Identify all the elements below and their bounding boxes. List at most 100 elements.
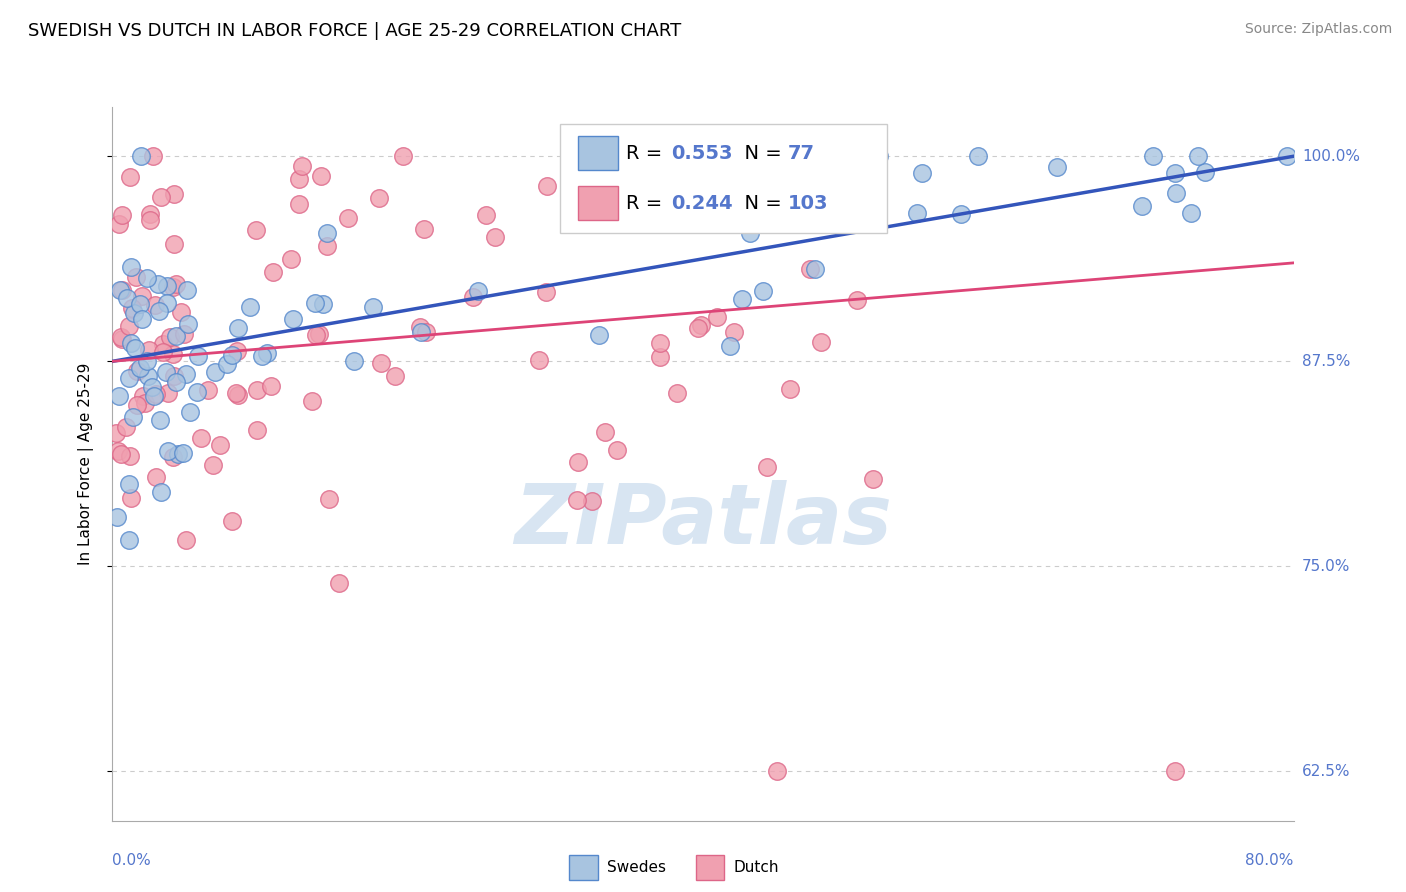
Point (125, 398, 148, 412)
Point (134, 396, 156, 410)
Text: 0.0%: 0.0% (112, 854, 152, 868)
Point (110, 446, 132, 460)
Point (131, 312, 153, 326)
Text: 0.553: 0.553 (671, 144, 733, 163)
Point (163, 368, 186, 383)
Point (648, 335, 671, 350)
Point (536, 178, 558, 193)
Point (415, 325, 437, 339)
Point (911, 166, 934, 180)
Point (838, 196, 860, 211)
Point (226, 343, 249, 358)
Point (120, 336, 142, 351)
Point (121, 301, 143, 315)
Point (159, 330, 181, 344)
Point (328, 575, 350, 590)
Point (142, 149, 165, 163)
Point (308, 326, 330, 341)
Text: ZIPatlas: ZIPatlas (515, 481, 891, 561)
Point (165, 375, 187, 389)
Point (111, 208, 134, 222)
Point (186, 385, 208, 400)
Point (131, 149, 153, 163)
Point (155, 365, 177, 379)
Point (162, 279, 184, 293)
Point (779, 383, 801, 397)
Point (1275, 149, 1298, 163)
Point (966, 149, 988, 163)
Point (141, 380, 163, 394)
Point (156, 296, 179, 310)
Point (862, 472, 884, 486)
Point (149, 484, 172, 499)
Point (179, 405, 201, 419)
Point (752, 285, 775, 299)
Point (565, 492, 588, 507)
Point (262, 265, 284, 279)
Y-axis label: In Labor Force | Age 25-29: In Labor Force | Age 25-29 (79, 363, 94, 565)
Point (666, 385, 689, 400)
Point (650, 350, 672, 364)
Point (316, 239, 339, 253)
Text: 103: 103 (787, 194, 828, 213)
Point (723, 325, 745, 339)
Text: Source: ZipAtlas.com: Source: ZipAtlas.com (1244, 22, 1392, 37)
Point (208, 438, 231, 452)
Point (107, 443, 129, 458)
Point (105, 510, 128, 524)
Point (1194, 165, 1216, 179)
Point (256, 346, 278, 360)
Point (136, 271, 159, 285)
Point (136, 368, 159, 383)
Point (245, 222, 267, 236)
Point (150, 190, 173, 204)
Point (766, 764, 789, 779)
Point (392, 149, 415, 163)
Point (731, 292, 754, 306)
Point (129, 360, 152, 375)
Point (799, 261, 821, 276)
Point (143, 388, 166, 402)
Point (368, 191, 391, 205)
Point (260, 379, 283, 393)
Point (769, 149, 792, 163)
Point (170, 305, 193, 319)
Point (869, 149, 891, 163)
Point (484, 230, 506, 244)
Text: 80.0%: 80.0% (1246, 854, 1294, 868)
Point (1142, 149, 1164, 163)
Point (384, 368, 406, 383)
Point (567, 455, 589, 469)
Point (950, 207, 973, 221)
Text: SWEDISH VS DUTCH IN LABOR FORCE | AGE 25-29 CORRELATION CHART: SWEDISH VS DUTCH IN LABOR FORCE | AGE 25… (28, 22, 682, 40)
Point (152, 345, 174, 359)
Point (1164, 166, 1187, 180)
Text: 62.5%: 62.5% (1302, 764, 1350, 779)
Text: 75.0%: 75.0% (1302, 559, 1350, 574)
Point (738, 227, 761, 241)
Point (690, 318, 713, 332)
Point (305, 328, 328, 343)
Point (187, 349, 209, 363)
Text: 87.5%: 87.5% (1302, 354, 1350, 368)
Point (120, 260, 142, 275)
Point (111, 283, 134, 297)
Point (120, 449, 142, 463)
Point (157, 385, 180, 400)
Point (527, 353, 550, 368)
Point (718, 339, 741, 353)
Point (118, 477, 141, 491)
Point (1187, 149, 1209, 163)
Point (318, 492, 340, 507)
Point (107, 217, 129, 231)
Text: 0.244: 0.244 (671, 194, 733, 213)
Text: N =: N = (731, 194, 787, 213)
Point (755, 459, 778, 474)
Point (121, 409, 143, 424)
Point (138, 343, 160, 358)
Point (120, 491, 142, 505)
Point (174, 533, 197, 548)
Point (172, 445, 194, 459)
Point (246, 423, 269, 437)
Point (146, 277, 169, 291)
